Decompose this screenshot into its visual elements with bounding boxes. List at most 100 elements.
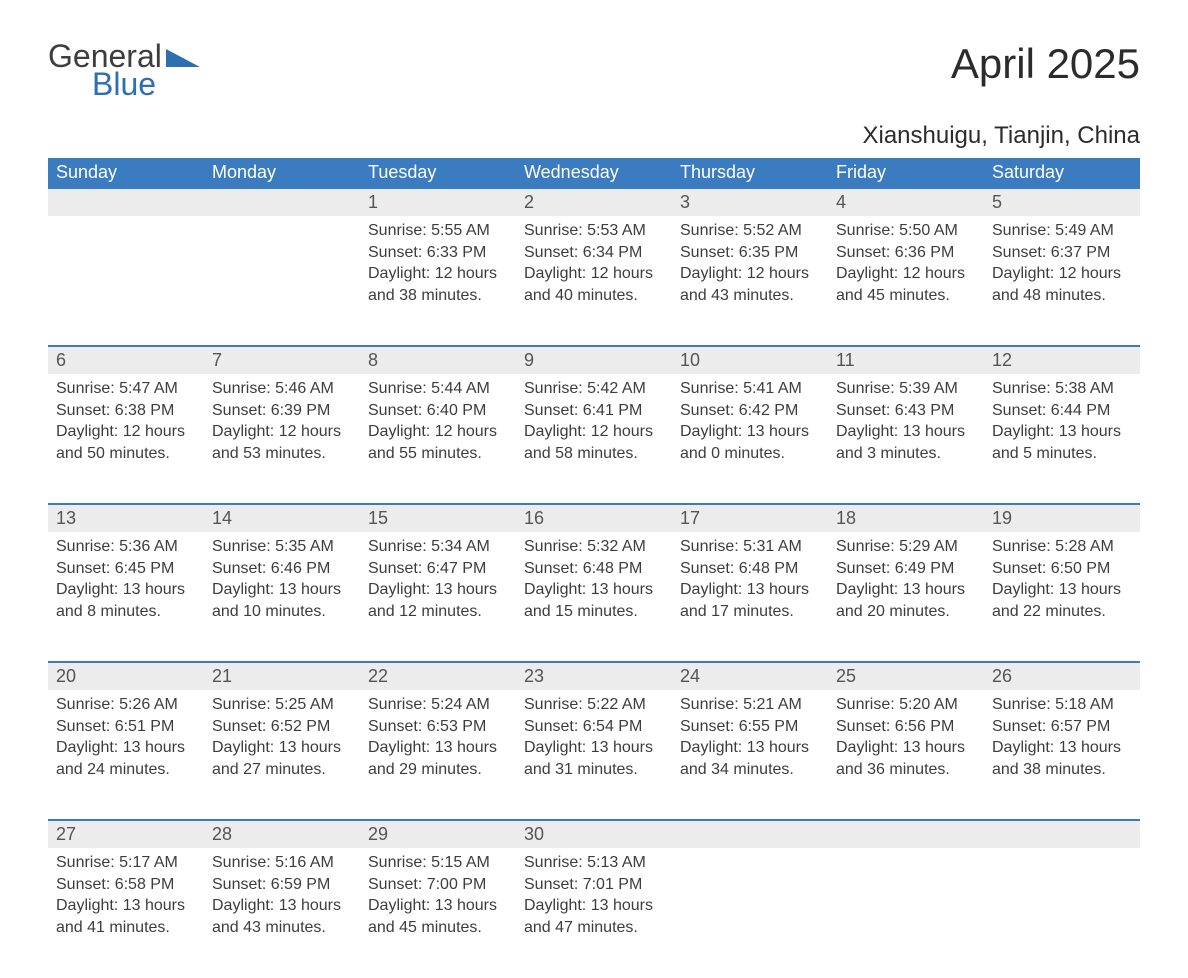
daylight-line: Daylight: 13 hours and 47 minutes.: [524, 895, 664, 938]
sunrise-line: Sunrise: 5:39 AM: [836, 378, 976, 400]
day-header-thursday: Thursday: [672, 158, 828, 188]
sunrise-line: Sunrise: 5:44 AM: [368, 378, 508, 400]
daylight-line: Daylight: 13 hours and 31 minutes.: [524, 737, 664, 780]
sunset-line: Sunset: 6:53 PM: [368, 716, 508, 738]
day-cell: Sunrise: 5:29 AMSunset: 6:49 PMDaylight:…: [828, 532, 984, 640]
sunset-line: Sunset: 6:40 PM: [368, 400, 508, 422]
day-cell: Sunrise: 5:52 AMSunset: 6:35 PMDaylight:…: [672, 216, 828, 324]
sunset-line: Sunset: 6:57 PM: [992, 716, 1132, 738]
daylight-line: Daylight: 13 hours and 5 minutes.: [992, 421, 1132, 464]
sunrise-line: Sunrise: 5:46 AM: [212, 378, 352, 400]
daylight-line: Daylight: 12 hours and 58 minutes.: [524, 421, 664, 464]
day-number: [48, 188, 204, 216]
daylight-line: Daylight: 12 hours and 50 minutes.: [56, 421, 196, 464]
day-number: 26: [984, 662, 1140, 690]
day-number: 6: [48, 346, 204, 374]
day-cell: Sunrise: 5:50 AMSunset: 6:36 PMDaylight:…: [828, 216, 984, 324]
daylight-line: Daylight: 13 hours and 17 minutes.: [680, 579, 820, 622]
day-cell: Sunrise: 5:18 AMSunset: 6:57 PMDaylight:…: [984, 690, 1140, 798]
day-header-sunday: Sunday: [48, 158, 204, 188]
week-1-data-row: Sunrise: 5:47 AMSunset: 6:38 PMDaylight:…: [48, 374, 1140, 504]
day-cell: Sunrise: 5:49 AMSunset: 6:37 PMDaylight:…: [984, 216, 1140, 324]
day-cell: Sunrise: 5:35 AMSunset: 6:46 PMDaylight:…: [204, 532, 360, 640]
sunset-line: Sunset: 6:43 PM: [836, 400, 976, 422]
day-number: 1: [360, 188, 516, 216]
sunrise-line: Sunrise: 5:41 AM: [680, 378, 820, 400]
day-header-tuesday: Tuesday: [360, 158, 516, 188]
day-cell: [984, 848, 1140, 870]
daylight-line: Daylight: 13 hours and 29 minutes.: [368, 737, 508, 780]
logo: General Blue: [48, 40, 200, 100]
day-number: 21: [204, 662, 360, 690]
day-cell: Sunrise: 5:36 AMSunset: 6:45 PMDaylight:…: [48, 532, 204, 640]
daylight-line: Daylight: 13 hours and 15 minutes.: [524, 579, 664, 622]
day-number: 19: [984, 504, 1140, 532]
sunset-line: Sunset: 6:46 PM: [212, 558, 352, 580]
sunrise-line: Sunrise: 5:47 AM: [56, 378, 196, 400]
sunset-line: Sunset: 6:36 PM: [836, 242, 976, 264]
day-cell: Sunrise: 5:34 AMSunset: 6:47 PMDaylight:…: [360, 532, 516, 640]
day-number: 17: [672, 504, 828, 532]
week-3-data-row: Sunrise: 5:26 AMSunset: 6:51 PMDaylight:…: [48, 690, 1140, 820]
daylight-line: Daylight: 13 hours and 22 minutes.: [992, 579, 1132, 622]
sunrise-line: Sunrise: 5:17 AM: [56, 852, 196, 874]
day-cell: Sunrise: 5:20 AMSunset: 6:56 PMDaylight:…: [828, 690, 984, 798]
sunrise-line: Sunrise: 5:22 AM: [524, 694, 664, 716]
day-number: 30: [516, 820, 672, 848]
day-number: 18: [828, 504, 984, 532]
sunset-line: Sunset: 6:59 PM: [212, 874, 352, 896]
sunrise-line: Sunrise: 5:13 AM: [524, 852, 664, 874]
header: General Blue April 2025: [48, 40, 1140, 100]
day-number: [672, 820, 828, 848]
sunset-line: Sunset: 6:45 PM: [56, 558, 196, 580]
day-cell: Sunrise: 5:28 AMSunset: 6:50 PMDaylight:…: [984, 532, 1140, 640]
day-cell: [672, 848, 828, 870]
sunrise-line: Sunrise: 5:31 AM: [680, 536, 820, 558]
day-number: [984, 820, 1140, 848]
sunrise-line: Sunrise: 5:16 AM: [212, 852, 352, 874]
day-cell: Sunrise: 5:47 AMSunset: 6:38 PMDaylight:…: [48, 374, 204, 482]
daylight-line: Daylight: 13 hours and 38 minutes.: [992, 737, 1132, 780]
day-cell: [48, 216, 204, 238]
day-number: 14: [204, 504, 360, 532]
logo-text-bottom: Blue: [48, 68, 200, 100]
page-title: April 2025: [951, 40, 1140, 88]
day-cell: Sunrise: 5:22 AMSunset: 6:54 PMDaylight:…: [516, 690, 672, 798]
daylight-line: Daylight: 12 hours and 38 minutes.: [368, 263, 508, 306]
day-number: 16: [516, 504, 672, 532]
daylight-line: Daylight: 13 hours and 0 minutes.: [680, 421, 820, 464]
daylight-line: Daylight: 13 hours and 8 minutes.: [56, 579, 196, 622]
day-number: 2: [516, 188, 672, 216]
day-cell: Sunrise: 5:21 AMSunset: 6:55 PMDaylight:…: [672, 690, 828, 798]
day-cell: Sunrise: 5:39 AMSunset: 6:43 PMDaylight:…: [828, 374, 984, 482]
daylight-line: Daylight: 13 hours and 3 minutes.: [836, 421, 976, 464]
day-header-monday: Monday: [204, 158, 360, 188]
sunrise-line: Sunrise: 5:25 AM: [212, 694, 352, 716]
day-number: 27: [48, 820, 204, 848]
day-number: 24: [672, 662, 828, 690]
sunset-line: Sunset: 6:37 PM: [992, 242, 1132, 264]
sunrise-line: Sunrise: 5:29 AM: [836, 536, 976, 558]
day-cell: Sunrise: 5:24 AMSunset: 6:53 PMDaylight:…: [360, 690, 516, 798]
sunset-line: Sunset: 6:47 PM: [368, 558, 508, 580]
daylight-line: Daylight: 13 hours and 41 minutes.: [56, 895, 196, 938]
week-1-daynum-row: 6789101112: [48, 346, 1140, 374]
day-cell: Sunrise: 5:44 AMSunset: 6:40 PMDaylight:…: [360, 374, 516, 482]
day-header-wednesday: Wednesday: [516, 158, 672, 188]
day-cell: Sunrise: 5:46 AMSunset: 6:39 PMDaylight:…: [204, 374, 360, 482]
day-header-saturday: Saturday: [984, 158, 1140, 188]
sunset-line: Sunset: 6:54 PM: [524, 716, 664, 738]
day-number: 3: [672, 188, 828, 216]
sunrise-line: Sunrise: 5:24 AM: [368, 694, 508, 716]
day-cell: Sunrise: 5:32 AMSunset: 6:48 PMDaylight:…: [516, 532, 672, 640]
daylight-line: Daylight: 12 hours and 55 minutes.: [368, 421, 508, 464]
daylight-line: Daylight: 12 hours and 53 minutes.: [212, 421, 352, 464]
sunrise-line: Sunrise: 5:55 AM: [368, 220, 508, 242]
day-number: 23: [516, 662, 672, 690]
day-number: 11: [828, 346, 984, 374]
sunrise-line: Sunrise: 5:26 AM: [56, 694, 196, 716]
day-number: [828, 820, 984, 848]
sunrise-line: Sunrise: 5:36 AM: [56, 536, 196, 558]
day-cell: [828, 848, 984, 870]
sunset-line: Sunset: 6:52 PM: [212, 716, 352, 738]
